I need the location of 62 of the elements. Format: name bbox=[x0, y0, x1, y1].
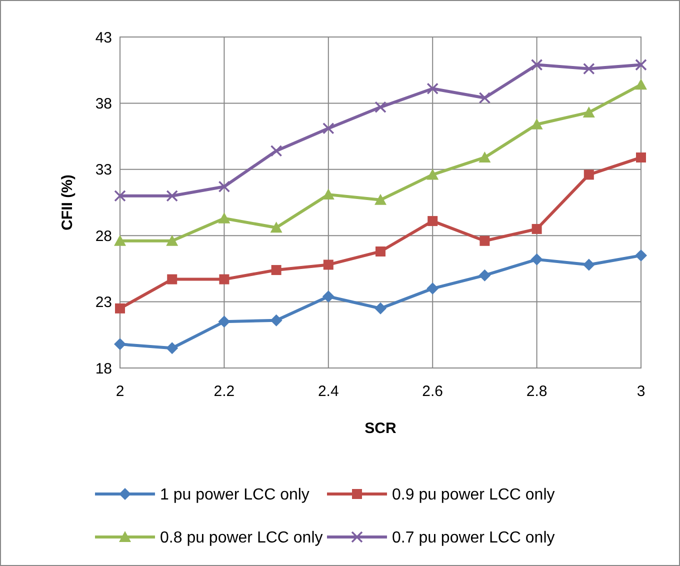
point bbox=[374, 194, 386, 205]
y-tick-label: 38 bbox=[95, 95, 112, 112]
y-tick-label: 43 bbox=[95, 29, 112, 46]
point bbox=[635, 58, 647, 71]
x-tick-label: 2.6 bbox=[422, 383, 444, 400]
point bbox=[270, 314, 282, 326]
point bbox=[271, 265, 282, 276]
point bbox=[635, 78, 647, 90]
y-axis-title: CFII (%) bbox=[59, 174, 76, 230]
point bbox=[478, 92, 491, 104]
point bbox=[636, 152, 646, 162]
point bbox=[218, 212, 230, 224]
point bbox=[478, 269, 491, 282]
point bbox=[322, 122, 334, 134]
legend-label: 0.8 pu power LCC only bbox=[160, 530, 323, 547]
point bbox=[270, 144, 282, 157]
legend-label: 0.9 pu power LCC only bbox=[392, 486, 555, 504]
point bbox=[166, 234, 178, 246]
point bbox=[167, 274, 178, 284]
point bbox=[166, 190, 178, 202]
point bbox=[582, 106, 595, 118]
x-tick-label: 2.2 bbox=[214, 383, 235, 400]
y-tick-label: 18 bbox=[95, 360, 112, 378]
point bbox=[374, 302, 386, 314]
point bbox=[166, 342, 178, 354]
x-tick-label: 2.4 bbox=[318, 383, 339, 400]
point bbox=[428, 216, 438, 226]
point bbox=[115, 303, 125, 314]
point bbox=[426, 168, 439, 180]
point bbox=[218, 180, 230, 193]
point bbox=[323, 260, 334, 270]
point bbox=[530, 118, 543, 130]
x-tick-label: 2.8 bbox=[526, 383, 548, 400]
point bbox=[426, 282, 439, 295]
point bbox=[582, 258, 595, 271]
legend-label: 1 pu power LCC only bbox=[160, 486, 310, 504]
point bbox=[374, 101, 386, 114]
x-axis-title: SCR bbox=[364, 420, 396, 437]
point bbox=[426, 82, 438, 95]
point bbox=[219, 274, 230, 284]
point bbox=[530, 58, 543, 71]
point bbox=[114, 234, 126, 246]
point bbox=[584, 170, 594, 180]
point bbox=[114, 338, 126, 350]
x-tick-label: 3 bbox=[636, 383, 646, 400]
point bbox=[532, 224, 542, 234]
legend-label: 0.7 pu power LCC only bbox=[392, 530, 555, 547]
point bbox=[322, 188, 334, 200]
point bbox=[583, 62, 595, 75]
point bbox=[478, 151, 491, 162]
point bbox=[322, 290, 334, 303]
point bbox=[635, 249, 647, 262]
x-tick-label: 2 bbox=[116, 383, 124, 400]
y-tick-label: 23 bbox=[95, 294, 112, 312]
point bbox=[530, 253, 543, 266]
point bbox=[376, 246, 386, 256]
point bbox=[270, 222, 282, 233]
point bbox=[480, 236, 490, 246]
point bbox=[114, 190, 126, 202]
y-tick-label: 33 bbox=[95, 162, 112, 179]
y-tick-label: 28 bbox=[95, 228, 112, 245]
point bbox=[218, 316, 230, 328]
